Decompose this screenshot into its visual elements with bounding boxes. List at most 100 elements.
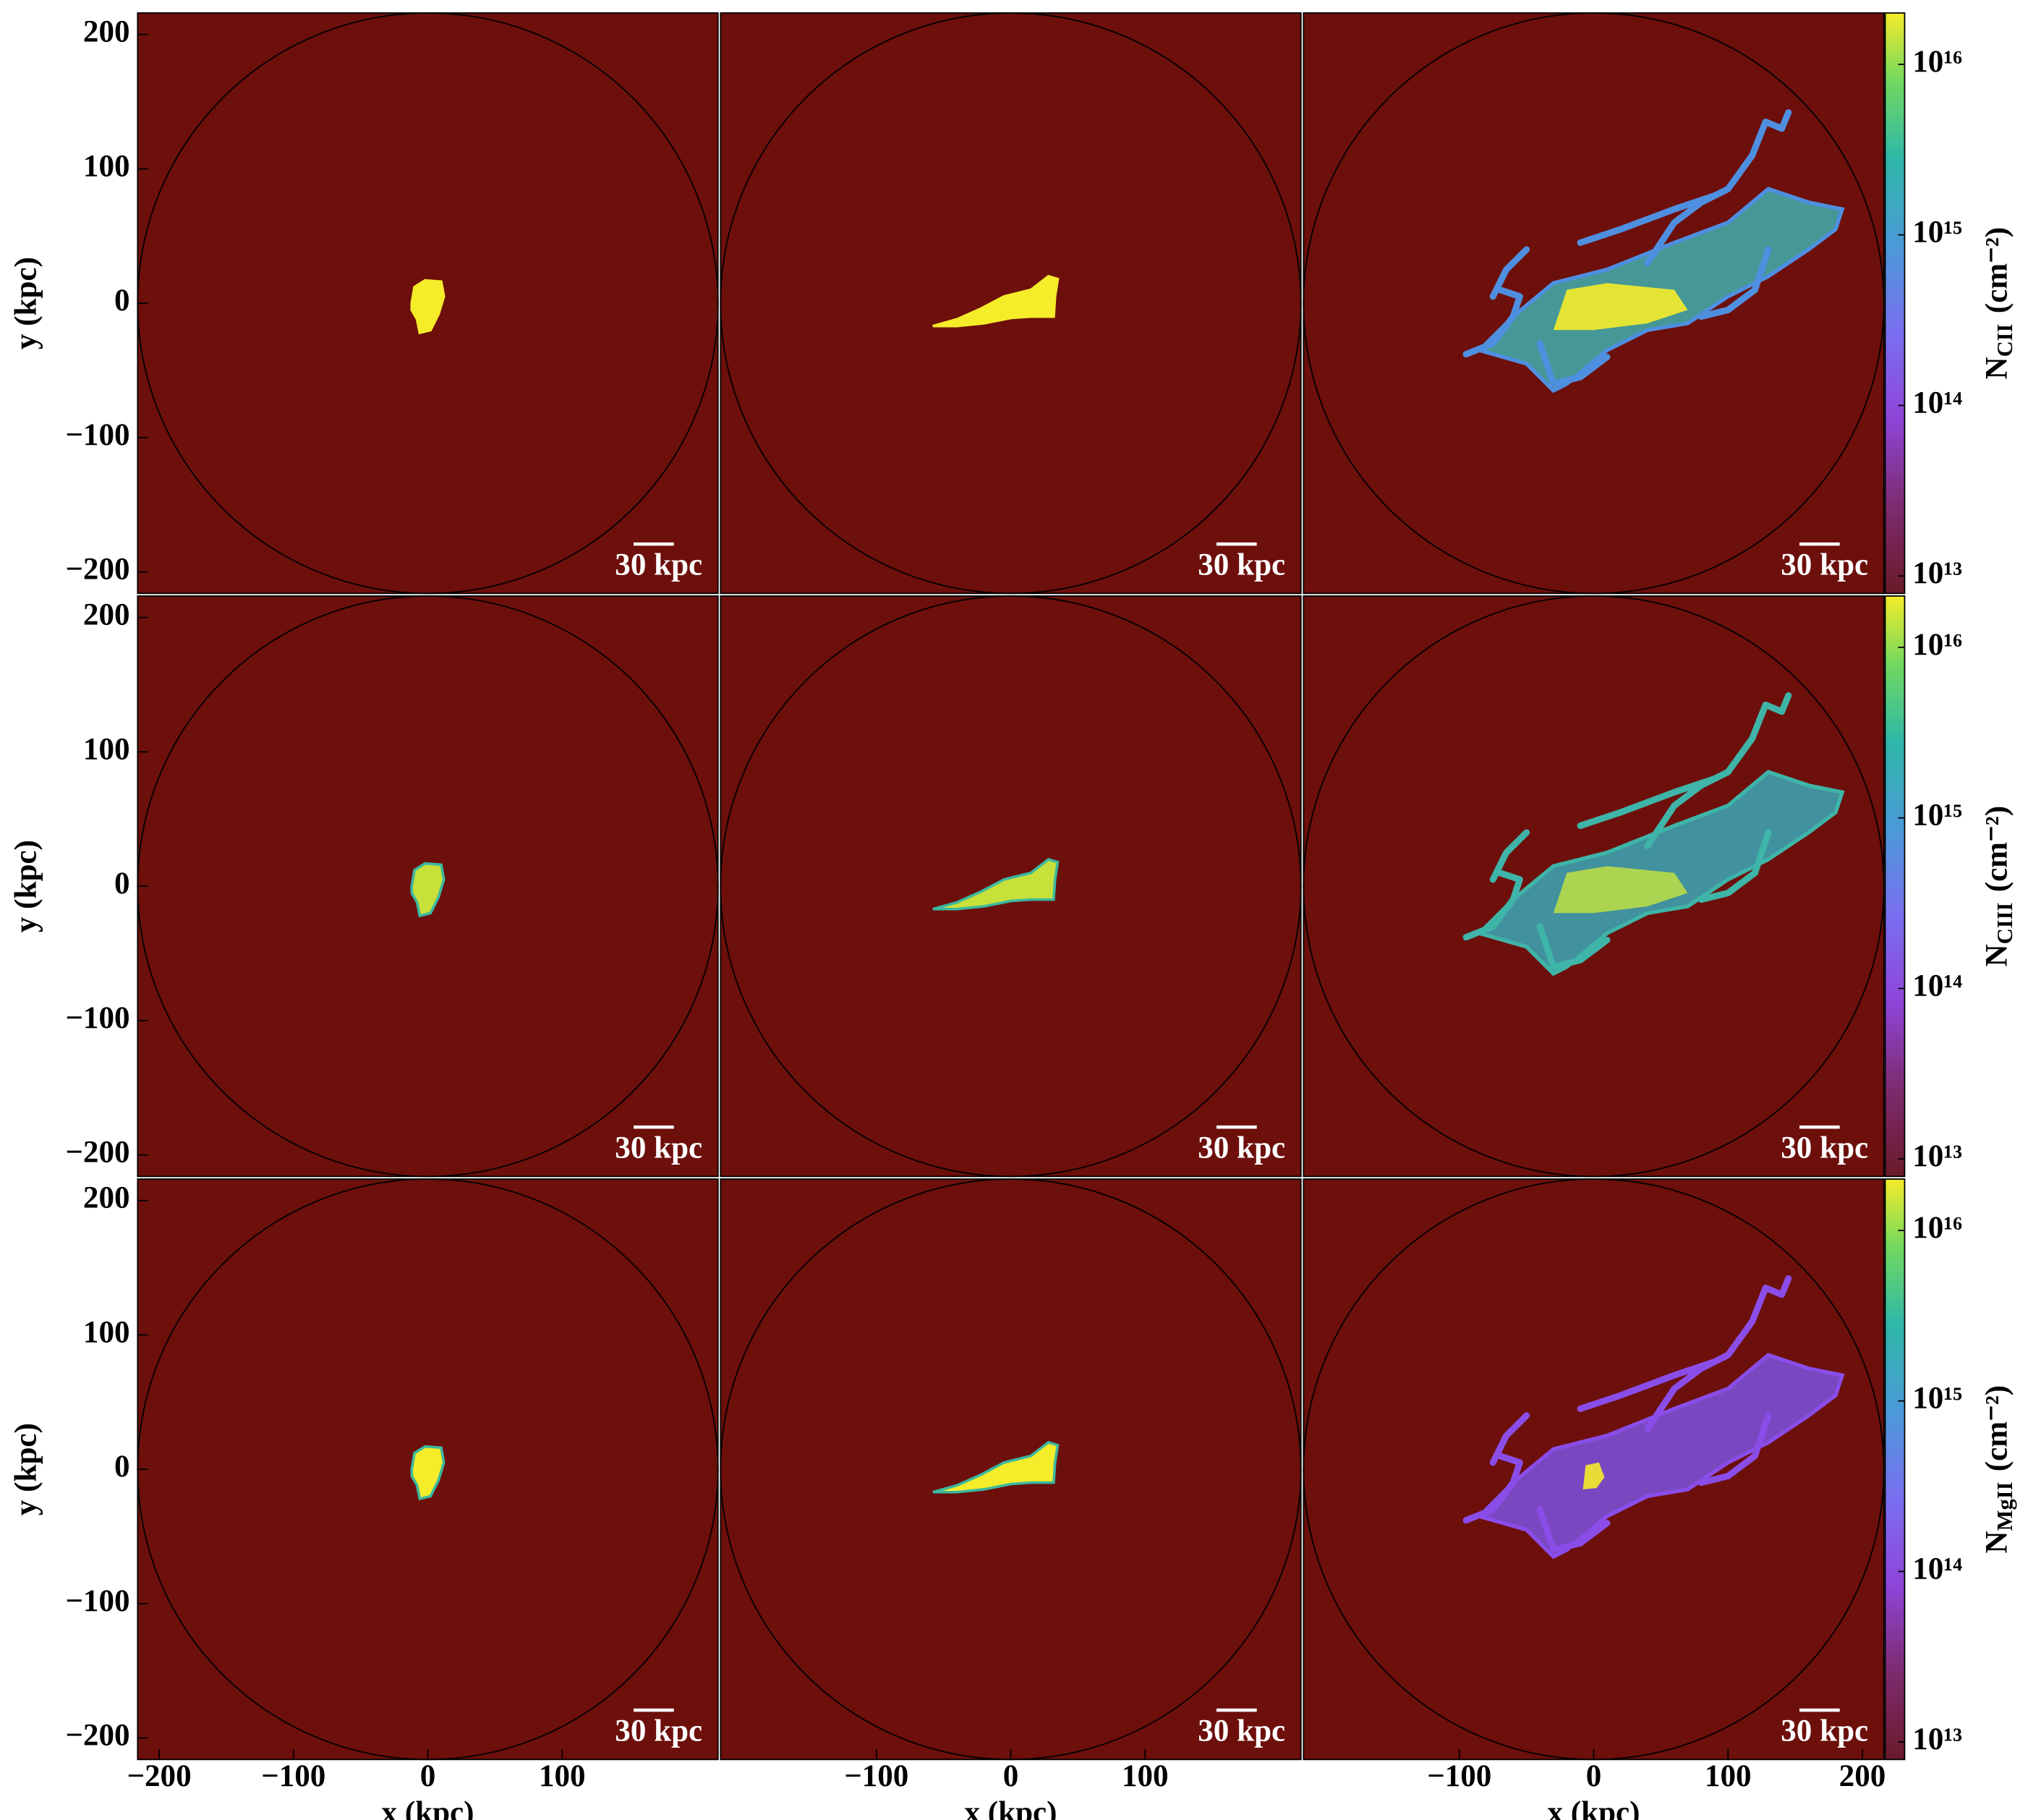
colorbar-tick-label: 10¹⁴ (1912, 1552, 1962, 1586)
colorbar-label-symbol: N (1980, 1531, 2014, 1553)
absorber-filament (1489, 1412, 1530, 1466)
absorber-filament (1462, 286, 1523, 358)
absorber-map (932, 1441, 1060, 1494)
y-tick-label: 0 (114, 284, 130, 318)
x-tick-label: −100 (844, 1759, 908, 1793)
y-tick-label: 100 (83, 732, 130, 766)
y-tick-label: 0 (114, 867, 130, 901)
absorber-filament (1462, 1453, 1523, 1524)
scale-bar-label: 30 kpc (1198, 1714, 1285, 1748)
y-tick-label: 200 (83, 15, 130, 49)
y-tick-label: −200 (65, 1136, 129, 1170)
colorbar-tick-label: 10¹³ (1912, 556, 1962, 590)
absorber-filament (1644, 692, 1792, 849)
x-tick-label: 0 (420, 1759, 436, 1793)
absorber-filament (1577, 775, 1718, 829)
y-tick-label: 100 (83, 1315, 130, 1349)
y-tick-label: −200 (65, 553, 129, 587)
absorber-core (1582, 1462, 1605, 1489)
colorbar-label-symbol: N (1980, 357, 2014, 379)
absorber-filament (1462, 869, 1523, 941)
x-tick-label: 0 (1003, 1759, 1019, 1793)
colorbar (1884, 1178, 1906, 1761)
absorber-filament (1644, 1275, 1792, 1432)
colorbar (1884, 12, 1906, 595)
absorber-map (932, 275, 1060, 328)
absorber-map (410, 862, 446, 918)
colorbar-tick-label: 10¹³ (1912, 1722, 1962, 1756)
x-tick-label: 200 (1839, 1759, 1886, 1793)
colorbar-tick-label: 10¹⁶ (1912, 628, 1962, 662)
panel-frame (1303, 12, 1885, 595)
scale-bar-label: 30 kpc (1781, 548, 1868, 582)
x-axis-label: x (kpc) (1547, 1795, 1640, 1820)
colorbar-tick-label: 10¹³ (1912, 1139, 1962, 1173)
colorbar-tick-label: 10¹⁵ (1912, 216, 1962, 250)
y-tick-label: 200 (83, 598, 130, 632)
colorbar-tick-label: 10¹⁴ (1912, 969, 1962, 1003)
scale-bar-label: 30 kpc (615, 1131, 702, 1165)
y-tick-label: −100 (65, 418, 129, 452)
absorber-filament (1536, 1506, 1611, 1554)
colorbar-label: NCIII (cm⁻²) (1980, 806, 2017, 966)
y-tick-label: 200 (83, 1181, 130, 1215)
x-tick-label: 100 (539, 1759, 586, 1793)
y-axis-label: y (kpc) (9, 840, 43, 932)
x-tick-label: −100 (1427, 1759, 1491, 1793)
colorbar-label: NCII (cm⁻²) (1980, 227, 2017, 380)
colorbar-label-symbol: N (1980, 944, 2014, 966)
absorber-core (1553, 866, 1688, 914)
colorbar-tick-label: 10¹⁵ (1912, 1382, 1962, 1416)
panel-frame (720, 595, 1302, 1178)
absorber-map (932, 858, 1060, 911)
absorber-filament (1697, 829, 1772, 903)
scale-bar-label: 30 kpc (1781, 1714, 1868, 1748)
colorbar-tick-label: 10¹⁶ (1912, 1211, 1962, 1245)
colorbar-label-subscript: MgII (1993, 1482, 2017, 1531)
y-tick-label: −100 (65, 1001, 129, 1035)
panel-frame (720, 12, 1302, 595)
y-tick-label: 0 (114, 1450, 130, 1484)
scale-bar-label: 30 kpc (1198, 1131, 1285, 1165)
absorber-map (410, 1445, 446, 1501)
colorbar-label-subscript: CIII (1993, 903, 2017, 945)
y-tick-label: −100 (65, 1584, 129, 1618)
absorber-filament (1536, 923, 1611, 971)
y-tick-label: −200 (65, 1719, 129, 1753)
scale-bar-label: 30 kpc (615, 1714, 702, 1748)
y-tick-label: 100 (83, 149, 130, 183)
x-tick-label: −200 (127, 1759, 191, 1793)
colorbar-tick-label: 10¹⁶ (1912, 45, 1962, 79)
absorber-filament (1489, 246, 1530, 300)
x-tick-label: 0 (1586, 1759, 1602, 1793)
absorber-filament (1697, 246, 1772, 320)
absorber-filament (1577, 1358, 1718, 1412)
colorbar-tick-label: 10¹⁴ (1912, 386, 1962, 420)
scale-bar-label: 30 kpc (1781, 1131, 1868, 1165)
colorbar-label-unit: (cm⁻²) (1980, 806, 2014, 892)
colorbar-label-unit: (cm⁻²) (1980, 1385, 2014, 1471)
absorber-core (1553, 283, 1688, 331)
x-tick-label: 100 (1705, 1759, 1752, 1793)
scale-bar-label: 30 kpc (1198, 548, 1285, 582)
x-tick-label: −100 (261, 1759, 325, 1793)
x-axis-label: x (kpc) (381, 1795, 474, 1820)
colorbar (1884, 595, 1906, 1178)
x-axis-label: x (kpc) (964, 1795, 1057, 1820)
y-axis-label: y (kpc) (9, 257, 43, 349)
panel-frame (1303, 595, 1885, 1178)
scale-bar-label: 30 kpc (615, 548, 702, 582)
absorber-filament (1489, 829, 1530, 883)
colorbar-label-subscript: CII (1993, 324, 2017, 357)
colorbar-label: NMgII (cm⁻²) (1980, 1385, 2017, 1554)
absorber-filament (1577, 192, 1718, 246)
absorber-filament (1536, 340, 1611, 388)
absorber-map (410, 278, 446, 335)
absorber-filament (1697, 1412, 1772, 1487)
absorber-filament (1644, 109, 1792, 266)
y-axis-label: y (kpc) (9, 1423, 43, 1515)
x-tick-label: 100 (1122, 1759, 1169, 1793)
colorbar-label-unit: (cm⁻²) (1980, 227, 2014, 313)
